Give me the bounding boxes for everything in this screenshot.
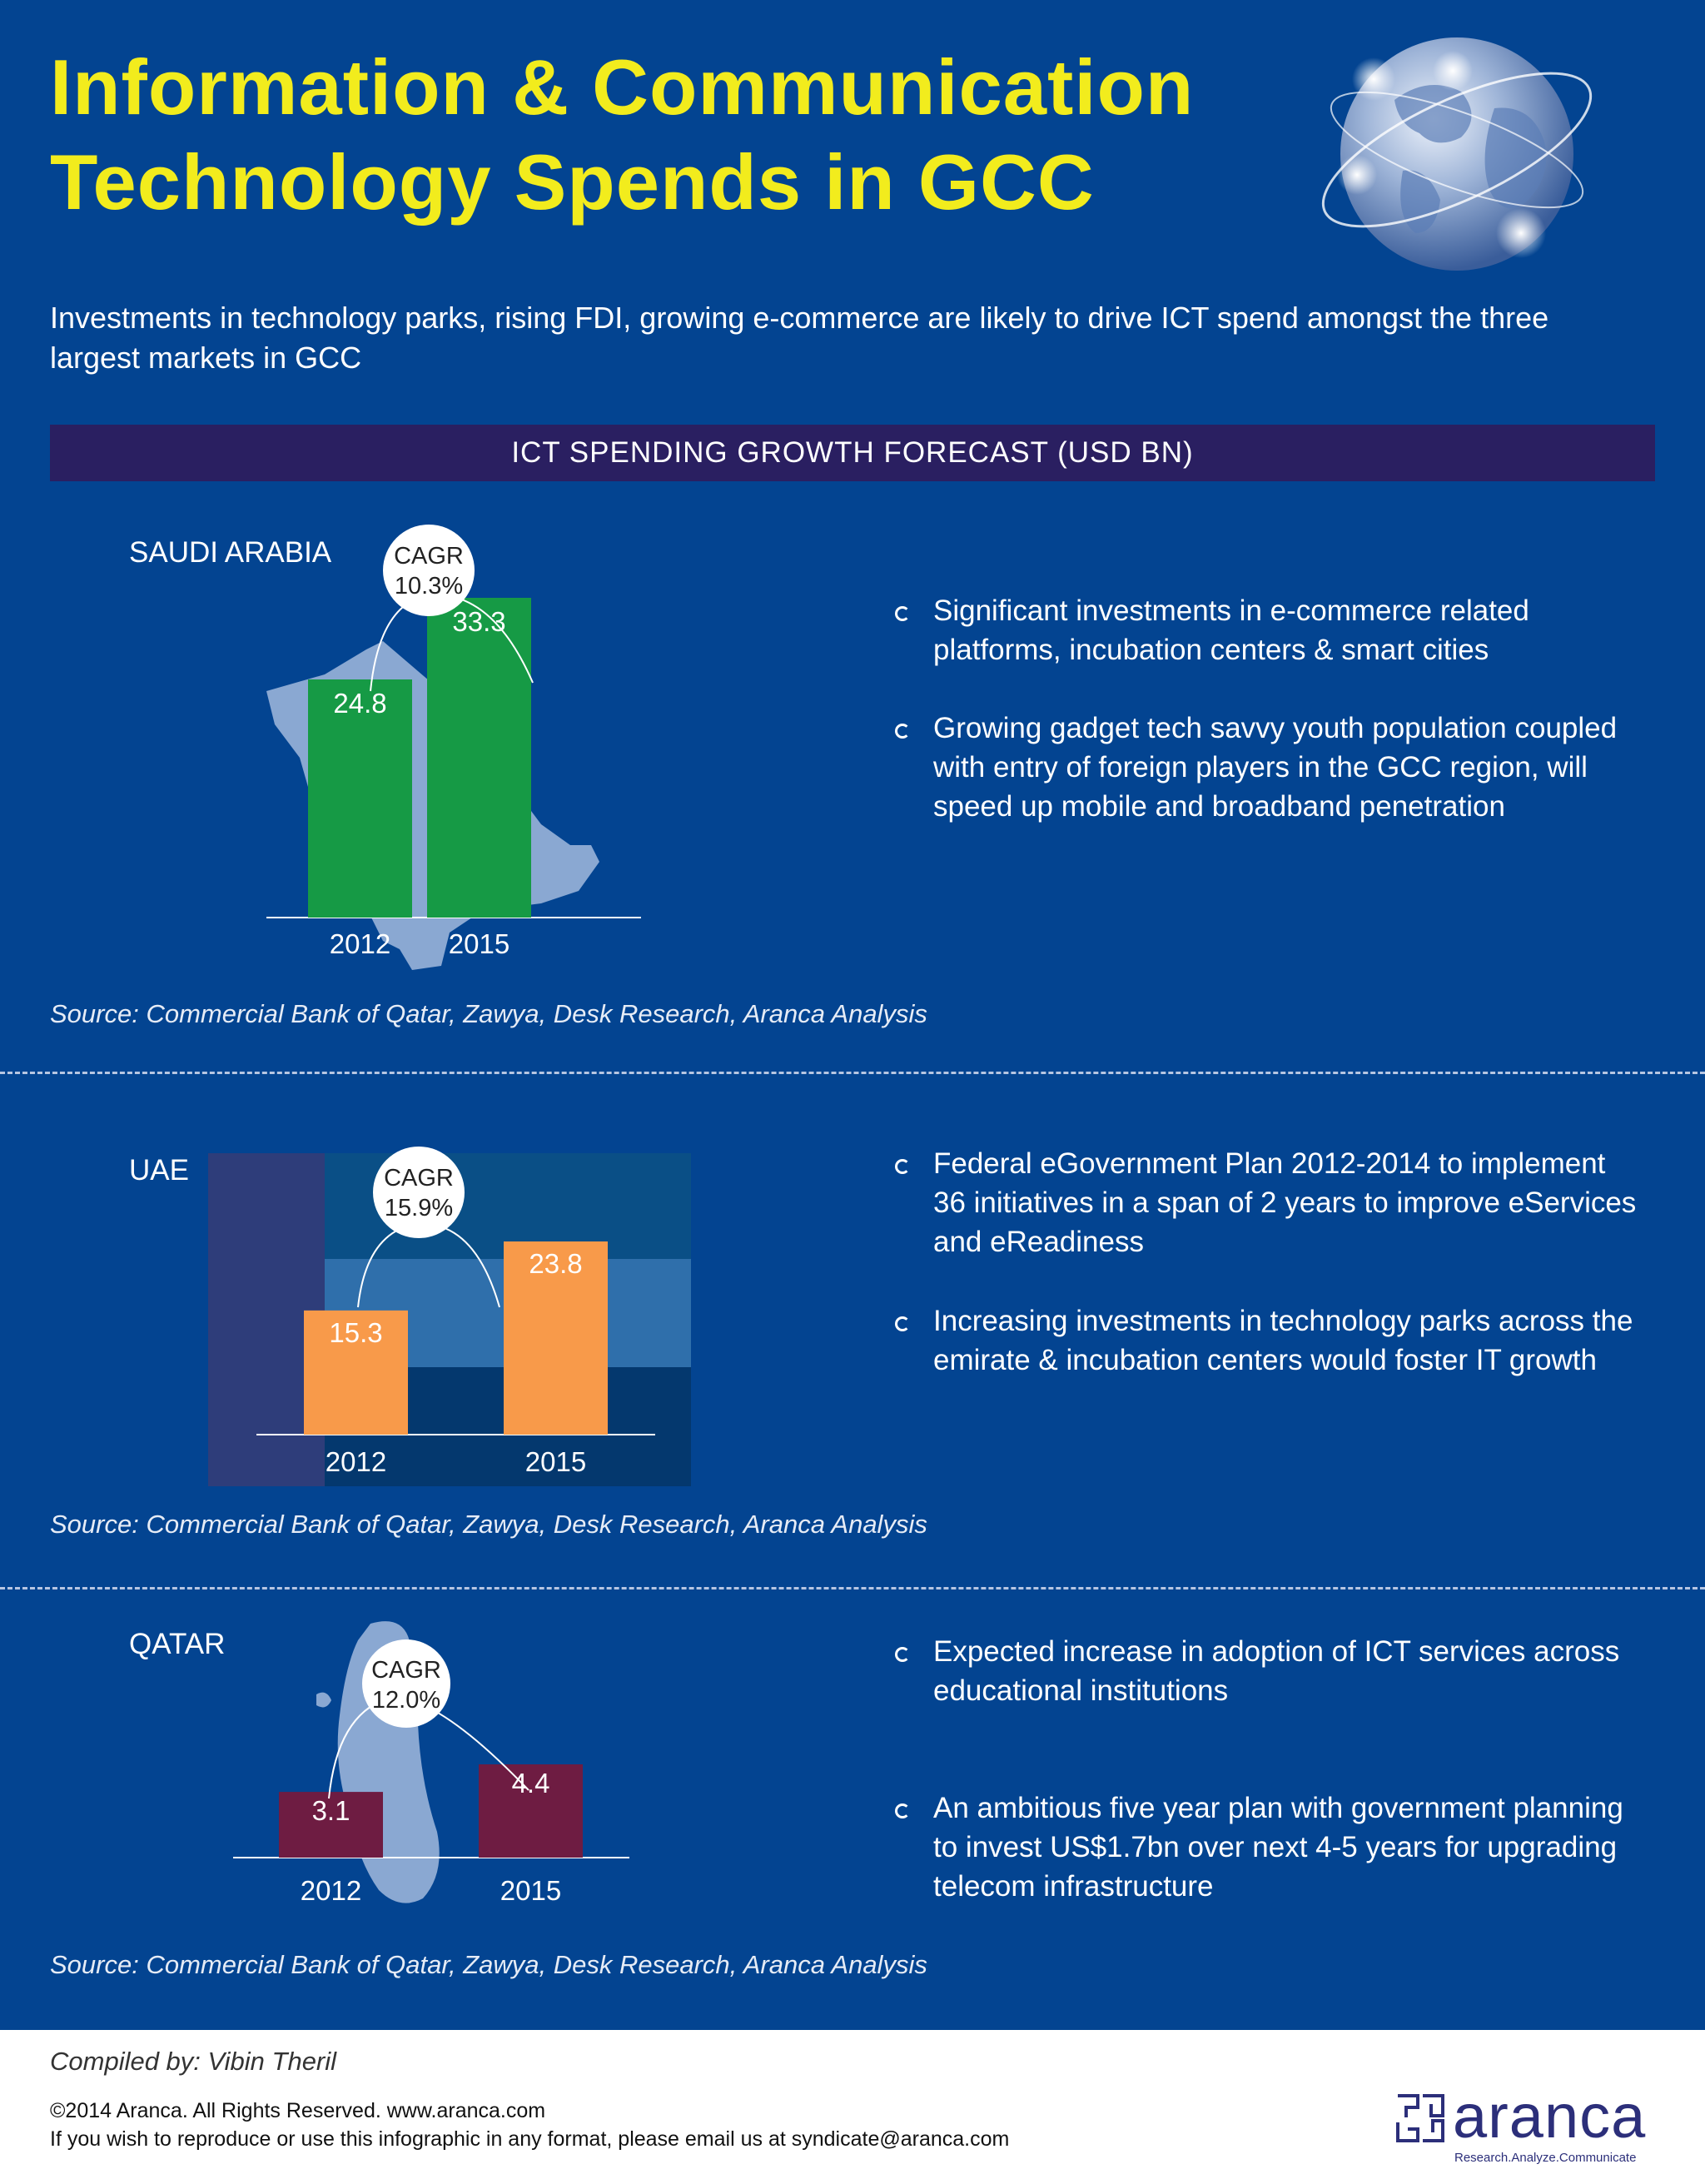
saudi-source: Source: Commercial Bank of Qatar, Zawya,… <box>50 999 927 1028</box>
qatar-source: Source: Commercial Bank of Qatar, Zawya,… <box>50 1950 927 1979</box>
saudi-bullet-1: Significant investments in e-commerce re… <box>895 591 1644 669</box>
bullet-icon <box>895 606 910 621</box>
bullet-icon <box>895 724 910 739</box>
saudi-bar-2012 <box>308 679 412 918</box>
uae-source: Source: Commercial Bank of Qatar, Zawya,… <box>50 1510 927 1539</box>
bullet-icon <box>895 1803 910 1818</box>
section-divider <box>0 1587 1705 1589</box>
saudi-value-label-2012: 24.8 <box>333 688 386 719</box>
qatar-cagr-label: CAGR <box>371 1657 441 1684</box>
qatar-cagr-value: 12.0% <box>372 1687 440 1714</box>
logo-wordmark: aranca <box>1453 2082 1647 2151</box>
bullet-icon <box>895 1159 910 1174</box>
qatar-year-label-2015: 2015 <box>500 1875 561 1906</box>
saudi-year-label-2015: 2015 <box>449 928 510 959</box>
uae-bar-2012 <box>304 1310 408 1435</box>
forecast-banner: ICT SPENDING GROWTH FORECAST (USD BN) <box>50 425 1655 481</box>
saudi-bullet-2-text: Growing gadget tech savvy youth populati… <box>933 712 1618 823</box>
uae-value-label-2015: 23.8 <box>529 1248 582 1279</box>
title-line-2: Technology Spends in GCC <box>50 138 1095 226</box>
uae-bullet-1: Federal eGovernment Plan 2012-2014 to im… <box>895 1144 1644 1261</box>
uae-cagr-value: 15.9% <box>385 1195 453 1221</box>
saudi-bullet-1-text: Significant investments in e-commerce re… <box>933 595 1529 666</box>
reproduce-note: If you wish to reproduce or use this inf… <box>50 2127 1010 2151</box>
saudi-cagr-value: 10.3% <box>395 573 463 599</box>
qatar-bullet-1: Expected increase in adoption of ICT ser… <box>895 1632 1644 1710</box>
uae-bullet-2: Increasing investments in technology par… <box>895 1301 1644 1380</box>
copyright-text: ©2014 Aranca. All Rights Reserved. www.a… <box>50 2099 546 2122</box>
uae-bullet-1-text: Federal eGovernment Plan 2012-2014 to im… <box>933 1147 1637 1258</box>
qatar-bullet-1-text: Expected increase in adoption of ICT ser… <box>933 1635 1620 1707</box>
qatar-bullet-2-text: An ambitious five year plan with governm… <box>933 1792 1623 1903</box>
aranca-maze-icon <box>1396 2094 1444 2142</box>
country-label-uae: UAE <box>129 1154 189 1187</box>
copyright-block: ©2014 Aranca. All Rights Reserved. www.a… <box>50 2097 1009 2153</box>
uae-cagr-bubble <box>373 1147 465 1238</box>
qatar-bar-2015 <box>479 1764 583 1858</box>
subtitle: Investments in technology parks, rising … <box>50 301 1549 375</box>
qatar-map-islet <box>316 1692 331 1708</box>
uae-year-label-2015: 2015 <box>525 1446 586 1477</box>
qatar-bullet-2: An ambitious five year plan with governm… <box>895 1788 1644 1906</box>
saudi-bar-2015 <box>427 598 531 918</box>
country-label-qatar: QATAR <box>129 1628 226 1660</box>
saudi-value-label-2015: 33.3 <box>452 606 505 637</box>
bullet-icon <box>895 1647 910 1662</box>
uae-cagr-label: CAGR <box>384 1165 454 1191</box>
bullet-icon <box>895 1316 910 1331</box>
logo-tagline: Research.Analyze.Communicate <box>1454 2151 1637 2165</box>
uae-bullet-2-text: Increasing investments in technology par… <box>933 1305 1633 1376</box>
aranca-logo[interactable]: aranca Research.Analyze.Communicate <box>1394 2082 1669 2176</box>
qatar-value-label-2015: 4.4 <box>512 1768 550 1798</box>
qatar-bar-2012 <box>279 1792 383 1858</box>
country-label-saudi: SAUDI ARABIA <box>129 536 332 569</box>
saudi-cagr-label: CAGR <box>394 543 464 570</box>
footer: Compiled by: Vibin Theril ©2014 Aranca. … <box>0 2030 1705 2184</box>
uae-value-label-2012: 15.3 <box>329 1317 382 1348</box>
qatar-bullet-list: Expected increase in adoption of ICT ser… <box>895 1632 1644 1906</box>
uae-bullet-list: Federal eGovernment Plan 2012-2014 to im… <box>895 1144 1644 1380</box>
uae-year-label-2012: 2012 <box>326 1446 386 1477</box>
page-title: Information & Communication Technology S… <box>50 40 1265 230</box>
uae-bar-2015 <box>504 1241 608 1435</box>
section-divider <box>0 1072 1705 1074</box>
globe-network-icon <box>1303 25 1611 283</box>
qatar-chart: 3.1 2012 4.4 2015 CAGR 12.0% <box>233 1621 629 1906</box>
title-line-1: Information & Communication <box>50 43 1195 131</box>
compiled-by: Compiled by: Vibin Theril <box>50 2047 337 2076</box>
saudi-year-label-2012: 2012 <box>330 928 390 959</box>
saudi-cagr-bubble <box>383 525 475 616</box>
qatar-value-label-2012: 3.1 <box>312 1795 350 1826</box>
saudi-bullet-2: Growing gadget tech savvy youth populati… <box>895 709 1644 826</box>
saudi-chart: 24.8 2012 33.3 2015 CAGR 10.3% <box>266 525 641 970</box>
saudi-bullet-list: Significant investments in e-commerce re… <box>895 591 1644 826</box>
qatar-year-label-2012: 2012 <box>301 1875 361 1906</box>
qatar-cagr-bubble <box>362 1639 450 1728</box>
uae-chart: 15.3 2012 23.8 2015 CAGR 15.9% <box>208 1147 691 1486</box>
banner-text: ICT SPENDING GROWTH FORECAST (USD BN) <box>511 436 1194 469</box>
